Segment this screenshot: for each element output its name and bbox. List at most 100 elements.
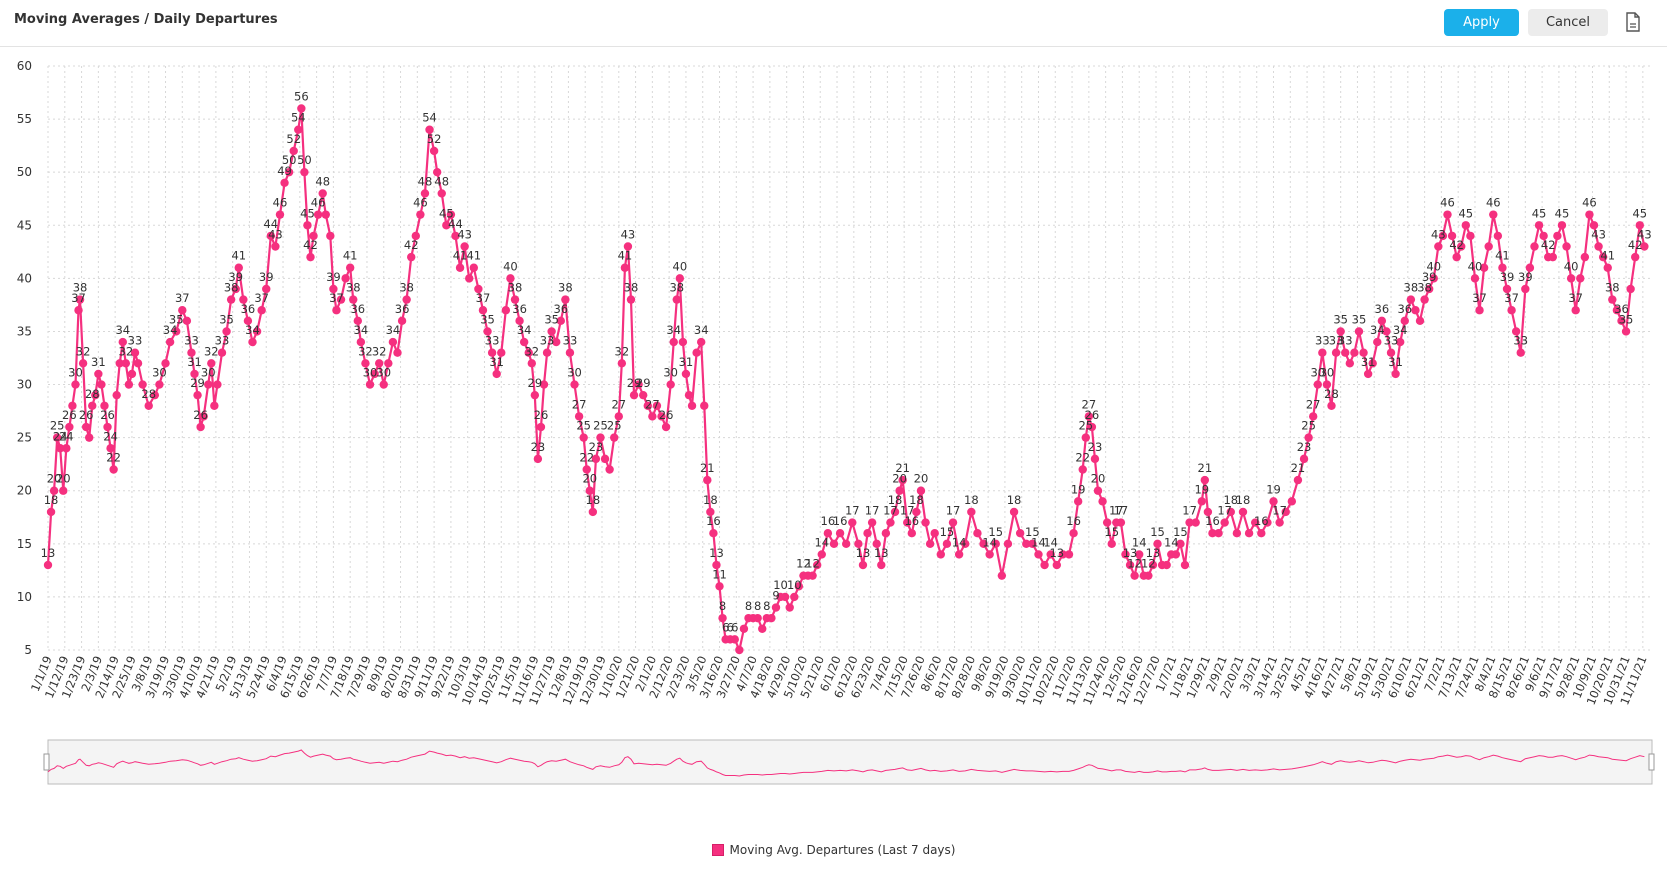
data-point <box>1299 454 1309 464</box>
data-point <box>1429 274 1438 283</box>
data-label: 14 <box>1043 535 1058 549</box>
cancel-button[interactable]: Cancel <box>1528 9 1608 36</box>
data-label: 33 <box>215 334 230 348</box>
data-point <box>1073 497 1083 506</box>
data-label: 30 <box>201 366 216 380</box>
range-navigator[interactable] <box>43 739 1655 785</box>
data-point <box>297 104 306 113</box>
data-point <box>930 529 939 538</box>
data-label: 46 <box>1582 196 1597 210</box>
data-label: 46 <box>311 196 326 210</box>
data-point <box>161 359 170 368</box>
data-point <box>948 518 958 527</box>
navigator-left-handle[interactable] <box>43 753 50 771</box>
legend[interactable]: Moving Avg. Departures (Last 7 days) <box>0 843 1667 857</box>
data-point <box>437 189 446 198</box>
data-label: 32 <box>204 344 219 358</box>
data-point <box>961 539 970 549</box>
data-point <box>973 529 982 538</box>
data-point <box>217 348 227 357</box>
data-label: 41 <box>231 249 246 263</box>
apply-button[interactable]: Apply <box>1444 9 1519 36</box>
data-point <box>533 454 543 464</box>
data-point <box>1589 221 1599 230</box>
data-point <box>1489 210 1498 219</box>
data-point <box>187 348 196 357</box>
data-point <box>1040 560 1049 570</box>
data-label: 33 <box>128 334 143 348</box>
data-label: 38 <box>558 281 573 295</box>
data-point <box>329 284 338 294</box>
navigator-frame[interactable] <box>47 739 1653 785</box>
data-point <box>758 624 767 633</box>
data-point <box>547 327 556 336</box>
data-point <box>925 539 935 549</box>
data-point <box>345 263 355 272</box>
data-label: 37 <box>329 291 344 305</box>
data-point <box>835 529 845 538</box>
data-point <box>374 359 384 368</box>
data-label: 11 <box>712 567 727 581</box>
data-label: 42 <box>1628 238 1643 252</box>
data-label: 6 <box>727 620 734 634</box>
data-point <box>1176 539 1185 549</box>
data-point <box>62 444 71 453</box>
data-point <box>1391 369 1400 379</box>
data-label: 31 <box>489 355 504 369</box>
data-point <box>1107 539 1116 549</box>
data-point <box>1322 380 1332 389</box>
data-point <box>1171 550 1181 559</box>
data-point <box>1130 571 1139 580</box>
data-label: 26 <box>534 408 549 422</box>
data-label: 27 <box>611 397 626 411</box>
data-point <box>318 189 327 198</box>
data-label: 17 <box>900 504 915 518</box>
data-label: 48 <box>434 174 449 188</box>
data-point <box>1308 412 1318 421</box>
data-point <box>1475 306 1484 315</box>
data-point <box>620 263 630 272</box>
data-point <box>1220 518 1229 527</box>
document-icon[interactable] <box>1624 12 1642 32</box>
data-label: 44 <box>263 217 278 231</box>
data-label: 33 <box>1338 334 1353 348</box>
y-tick-label: 35 <box>17 324 32 338</box>
data-point <box>1203 507 1213 517</box>
data-label: 42 <box>1541 238 1556 252</box>
data-label: 10 <box>773 578 788 592</box>
data-label: 34 <box>245 323 260 337</box>
data-point <box>349 295 358 304</box>
data-point <box>1470 274 1480 283</box>
data-point <box>313 210 323 219</box>
data-point <box>692 348 701 357</box>
data-label: 30 <box>1320 366 1335 380</box>
data-point <box>657 412 666 421</box>
data-label: 21 <box>700 461 715 475</box>
data-point <box>817 550 826 559</box>
navigator-right-handle[interactable] <box>1648 753 1655 771</box>
data-label: 46 <box>1440 196 1455 210</box>
data-label: 46 <box>273 196 288 210</box>
data-label: 38 <box>224 281 239 295</box>
data-label: 37 <box>1568 291 1583 305</box>
data-label: 40 <box>673 259 688 273</box>
data-point <box>519 337 529 347</box>
data-point <box>1635 221 1644 230</box>
data-label: 42 <box>303 238 318 252</box>
data-point <box>794 582 804 591</box>
data-point <box>1386 348 1396 357</box>
data-point <box>1281 507 1290 517</box>
data-point <box>182 316 192 326</box>
data-point <box>785 603 794 612</box>
data-point <box>71 380 80 389</box>
data-point <box>1345 359 1355 368</box>
data-point <box>165 337 175 347</box>
data-point <box>150 390 160 400</box>
data-point <box>1617 316 1626 326</box>
data-point <box>341 274 350 283</box>
data-label: 43 <box>1591 228 1606 242</box>
data-point <box>841 539 851 549</box>
data-label: 8 <box>719 599 726 613</box>
data-point <box>1028 539 1037 549</box>
data-point <box>652 401 662 410</box>
